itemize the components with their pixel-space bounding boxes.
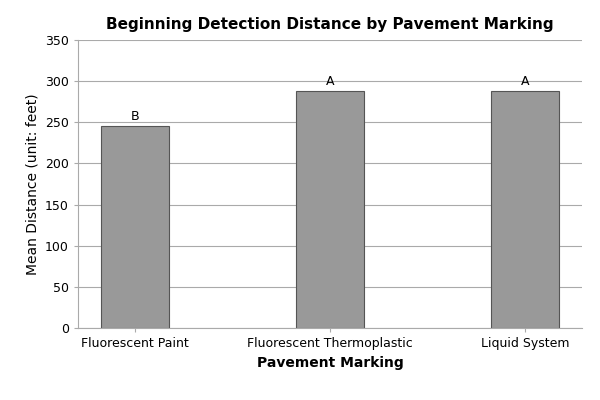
Bar — [491, 91, 559, 328]
Text: B: B — [131, 110, 139, 123]
Bar — [101, 126, 169, 328]
Bar — [296, 91, 364, 328]
Y-axis label: Mean Distance (unit: feet): Mean Distance (unit: feet) — [26, 93, 40, 275]
Text: A: A — [326, 75, 334, 88]
Text: A: A — [521, 75, 529, 88]
Title: Beginning Detection Distance by Pavement Marking: Beginning Detection Distance by Pavement… — [106, 17, 554, 32]
X-axis label: Pavement Marking: Pavement Marking — [257, 356, 403, 370]
